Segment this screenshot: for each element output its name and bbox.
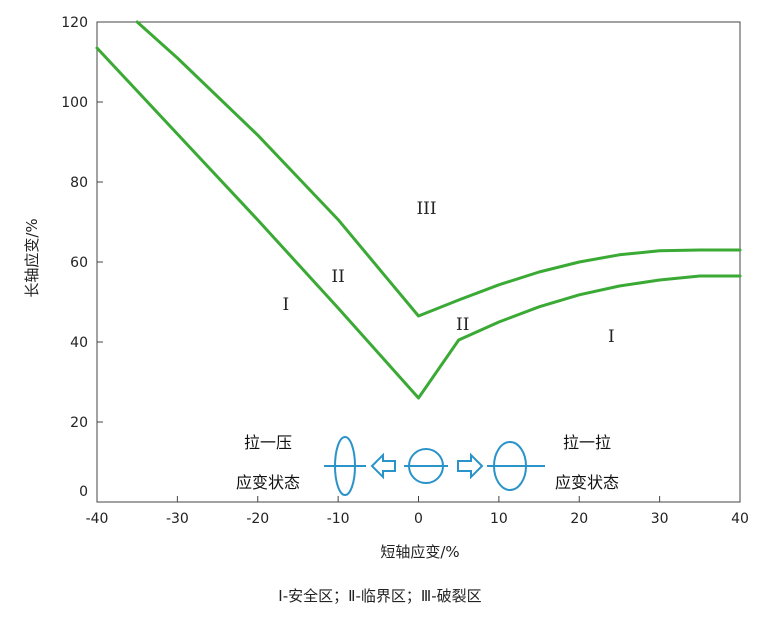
x-tick-label: 10 xyxy=(490,511,508,527)
x-tick-label: 0 xyxy=(414,511,423,527)
x-axis-label: 短轴应变/% xyxy=(380,543,459,561)
zone-legend: Ⅰ-安全区；Ⅱ-临界区；Ⅲ-破裂区 xyxy=(278,587,481,605)
x-tick-label: -10 xyxy=(327,511,350,527)
x-tick-label: 40 xyxy=(731,511,749,527)
left-arrow-icon xyxy=(370,452,396,480)
x-tick-label: -40 xyxy=(86,511,109,527)
y-tick-label: 0 xyxy=(79,484,88,500)
y-tick-label: 80 xyxy=(70,175,88,191)
zone-label: II xyxy=(456,315,469,335)
lower-limit-curve xyxy=(95,46,742,400)
x-tick-label: 30 xyxy=(651,511,669,527)
state-label-tension-tension: 拉一拉 xyxy=(563,433,611,452)
zone-label: II xyxy=(331,267,344,287)
zone-label: III xyxy=(416,199,436,219)
vertical-ellipse-icon xyxy=(334,436,356,496)
y-axis-label: 长轴应变/% xyxy=(23,218,41,297)
upper-limit-curve xyxy=(135,20,742,318)
plot-frame xyxy=(96,21,741,503)
y-tick-label: 60 xyxy=(70,255,88,271)
y-tick-label: 20 xyxy=(70,415,88,431)
y-tick-label: 120 xyxy=(61,15,88,31)
zone-label: I xyxy=(283,295,290,315)
state-label-tension-compression-sub: 应变状态 xyxy=(236,473,300,492)
state-label-tension-tension-sub: 应变状态 xyxy=(555,473,619,492)
x-tick-label: 20 xyxy=(570,511,588,527)
zone-label: I xyxy=(608,327,615,347)
x-tick-label: -30 xyxy=(166,511,189,527)
x-tick-label: -20 xyxy=(246,511,269,527)
state-label-tension-compression: 拉一压 xyxy=(244,433,292,452)
y-tick-label: 100 xyxy=(61,95,88,111)
y-tick-label: 40 xyxy=(70,335,88,351)
right-arrow-icon xyxy=(457,452,484,480)
